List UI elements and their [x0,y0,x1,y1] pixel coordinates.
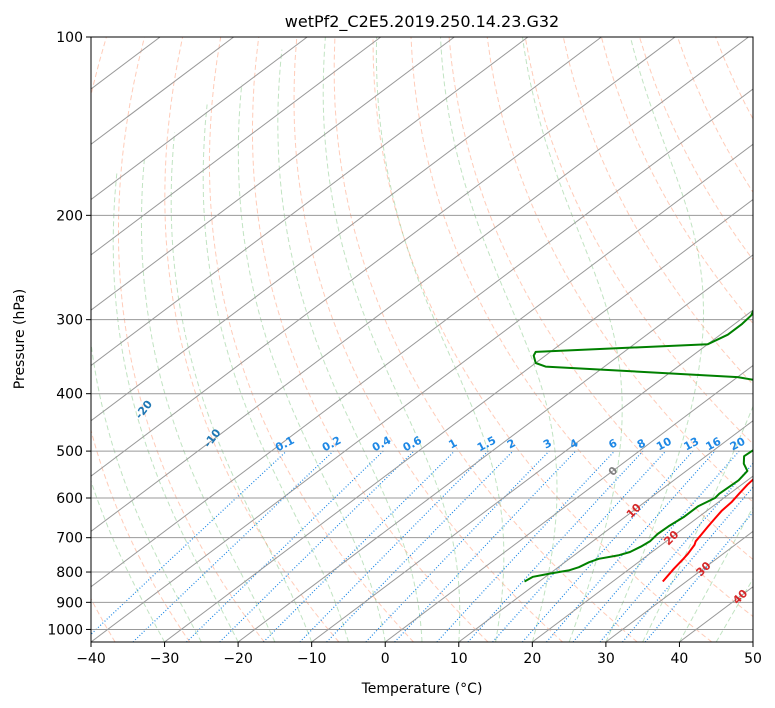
isotherm-gridline [311,309,753,642]
dry-adiabat-line [524,37,753,445]
x-tick-label: −10 [297,651,327,667]
x-tick-label: 20 [523,651,541,667]
mixing-ratio-line [599,462,753,642]
moist-adiabat-line [322,37,461,642]
isotherm-gridlines [91,37,753,642]
x-tick-label: 0 [381,651,390,667]
isotherm-gridline [91,37,308,201]
mixing-ratio-label: 13 [682,435,702,454]
isotherm-gridline [91,88,753,588]
dry-adiabats [91,37,753,642]
dry-adiabat-line [333,37,638,642]
dry-adiabat-line [293,37,563,642]
mixing-ratio-lines [91,450,753,642]
dry-adiabat-line [448,37,753,561]
x-tick-label: 50 [744,651,762,667]
mixing-ratio-line [326,450,514,642]
mixing-ratio-line [467,450,644,642]
isotherm-gridline [605,530,753,642]
x-tick-label: 30 [597,651,615,667]
isotherm-gridline [91,37,676,477]
x-tick-label: −30 [150,651,180,667]
x-tick-label: 40 [671,651,689,667]
y-tick-label: 700 [56,531,83,547]
moist-adiabats [91,37,753,642]
dry-adiabat-line [91,37,191,642]
moist-adiabat-line [605,37,704,642]
isotherm-gridline [384,364,753,642]
mixing-ratio-line [644,511,753,642]
mixing-ratio-line [572,450,740,642]
dry-adiabat-line [562,37,753,386]
mixing-ratio-line [263,450,455,642]
isotherm-gridline [91,37,602,422]
y-axis-ticks: 100 200 300 400 500 600 700 800 900 1000 [47,30,91,638]
y-tick-label: 800 [56,565,83,581]
y-tick-label: 300 [56,313,83,329]
mixing-ratio-line [299,450,489,642]
y-axis-label: Pressure (hPa) [12,289,28,389]
dry-adiabat-line [91,597,116,642]
dry-adiabat-line [600,37,753,325]
y-tick-label: 900 [56,595,83,611]
profile-lines [524,308,753,583]
moist-adiabat-line [375,37,505,642]
moist-adiabat-line [715,577,753,642]
x-tick-label: 10 [450,651,468,667]
y-tick-label: 400 [56,387,83,403]
mixing-ratio-line [186,450,384,642]
y-tick-label: 200 [56,208,83,224]
dry-adiabat-line [252,37,489,642]
x-tick-label: −20 [223,651,253,667]
dewpoint-line [524,308,753,583]
chart-title: wetPf2_C2E5.2019.250.14.23.G32 [285,12,559,32]
isotherm-gridline [458,420,753,642]
dry-adiabat-line [410,37,753,618]
mixing-ratio-label: 16 [704,435,724,454]
moist-adiabat-line [440,37,558,642]
moist-adiabat-line [642,405,753,642]
moist-adiabat-line [277,49,423,642]
x-tick-label: −40 [76,651,106,667]
y-tick-label: 500 [56,444,83,460]
isotherm-gridline [91,37,382,256]
dry-adiabat-line [118,37,265,642]
mixing-ratio-label: 20 [728,435,748,454]
mixing-ratio-line [365,450,550,642]
isotherm-gridline [532,475,753,642]
isotherm-gridline [91,37,455,311]
mixing-ratio-label: 10 [654,435,674,454]
moist-adiabat-line [522,37,623,642]
mixing-ratio-line [436,450,615,642]
x-axis-label: Temperature (°C) [361,681,483,697]
y-tick-label: 100 [56,30,83,46]
mixing-ratio-line [219,450,415,642]
isotherm-gridline [237,254,753,642]
mixing-ratio-line [91,450,287,636]
dry-adiabat-line [486,37,753,503]
y-tick-label: 1000 [47,622,83,638]
y-tick-label: 600 [56,491,83,507]
isotherm-gridline [91,37,749,533]
dry-adiabat-line [164,37,340,642]
isotherm-gridline [91,37,529,367]
mixing-ratio-line [492,450,667,642]
isotherm-gridline [91,143,753,642]
mixing-ratio-line [622,486,753,642]
plot-frame [90,36,754,643]
moist-adiabat-line [91,479,166,642]
moist-adiabat-line [202,104,349,642]
isotherm-gridline [91,37,234,145]
temperature-line [662,478,753,583]
moist-adiabat-line [112,173,239,642]
x-axis-ticks: −40 −30 −20 −10 0 10 20 30 40 50 [76,642,762,667]
isotherm-gridline [164,198,753,642]
